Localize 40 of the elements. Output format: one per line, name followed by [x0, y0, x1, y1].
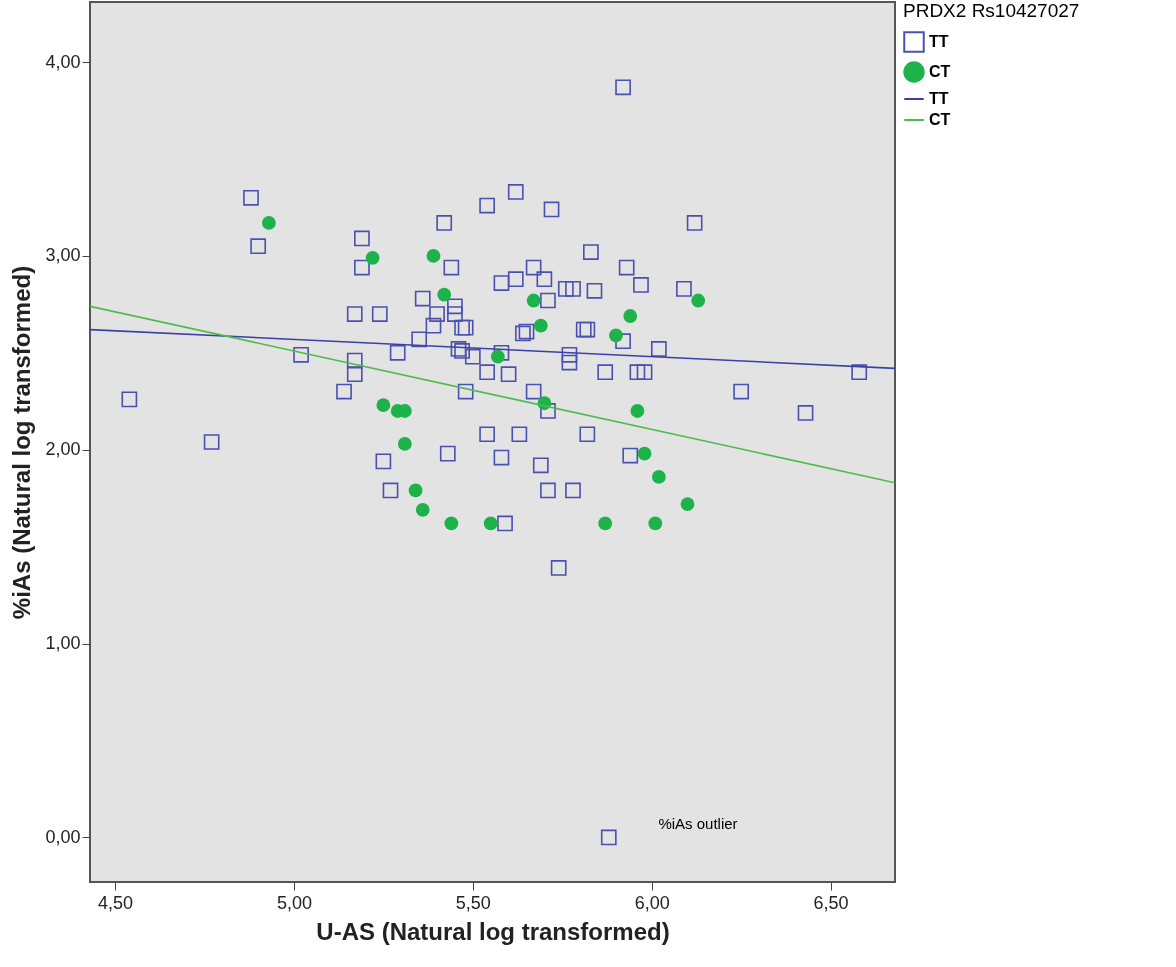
point: [376, 398, 391, 413]
point: [365, 250, 380, 265]
point: [408, 483, 423, 498]
point: [397, 437, 412, 451]
y-tick-label: 2,00: [45, 439, 81, 460]
y-tick-label: 4,00: [45, 51, 81, 72]
point: [623, 309, 638, 323]
x-tick-label: 6,00: [634, 892, 670, 913]
y-tick-label: 3,00: [45, 245, 81, 266]
point: [262, 216, 276, 230]
x-tick-label: 4,50: [98, 892, 134, 913]
x-tick-label: 5,50: [455, 892, 491, 913]
point: [437, 287, 452, 302]
legend-label: TT: [929, 90, 949, 107]
legend-label: TT: [929, 33, 949, 50]
point: [637, 446, 652, 461]
legend-label: CT: [929, 63, 951, 80]
x-axis-title: U-AS (Natural log transformed): [316, 917, 670, 945]
point: [415, 502, 430, 517]
y-axis-title: %iAs (Natural log transformed): [8, 265, 36, 620]
point: [444, 516, 459, 531]
legend-title: PRDX2 Rs10427027: [903, 0, 1080, 21]
point: [648, 516, 663, 531]
point: [680, 497, 695, 511]
y-tick-label: 0,00: [45, 826, 81, 847]
x-tick-label: 5,00: [276, 892, 312, 913]
annotation: %iAs outlier: [658, 815, 738, 832]
point: [490, 349, 505, 364]
point: [651, 470, 666, 484]
point: [691, 293, 706, 308]
point: [630, 404, 645, 418]
point: [426, 249, 441, 263]
point: [609, 328, 623, 343]
point: [598, 516, 613, 531]
point: [526, 293, 541, 308]
point: [533, 318, 548, 333]
x-tick-label: 6,50: [813, 892, 849, 913]
y-tick-label: 1,00: [45, 633, 81, 654]
point: [483, 516, 498, 531]
legend-label: CT: [929, 111, 951, 128]
